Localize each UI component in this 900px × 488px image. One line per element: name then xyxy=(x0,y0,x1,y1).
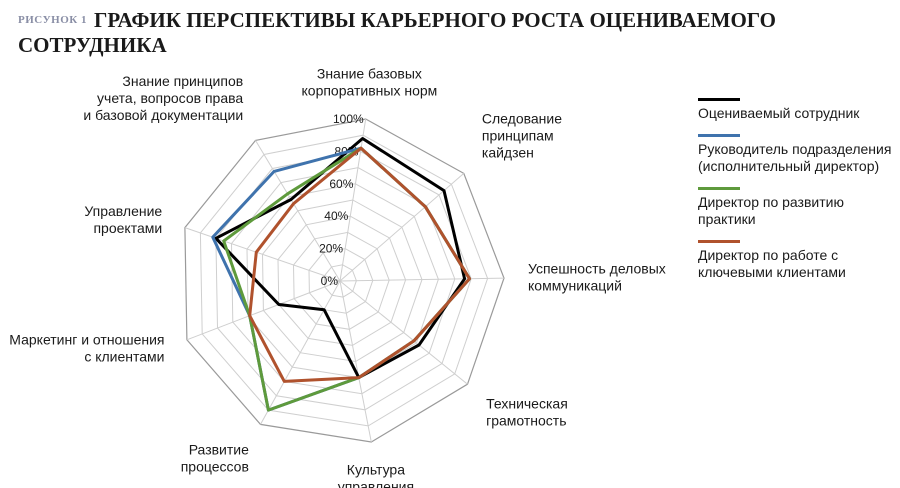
grid-spoke xyxy=(255,140,341,282)
axis-label-line: грамотность xyxy=(486,412,566,428)
grid-spoke xyxy=(260,280,341,425)
radar-series xyxy=(211,137,471,412)
axis-labels: Знание базовых корпоративных норм Следован… xyxy=(9,65,666,488)
tick-label: 40% xyxy=(324,209,348,223)
axis-label-line: процессов xyxy=(181,458,249,474)
legend-label: Директор по работе с ключевыми клиентами xyxy=(698,247,846,280)
axis-label: Успешность деловых коммуникаций xyxy=(528,261,666,294)
grid-spoke xyxy=(186,280,341,341)
grid-spoke xyxy=(339,173,465,282)
tick-label: 60% xyxy=(329,177,353,191)
legend-item: Директор по работе с ключевыми клиентами xyxy=(698,240,898,281)
axis-label: Развитие процессов xyxy=(181,441,249,474)
axis-label: Техническая грамотность xyxy=(486,395,568,428)
axis-label-line: коммуникаций xyxy=(528,278,622,294)
legend-label: Директор по развитию практики xyxy=(698,194,844,227)
grid-ring xyxy=(323,264,357,298)
tick-label: 100% xyxy=(333,112,364,126)
tick-label: 20% xyxy=(319,242,343,256)
legend-swatch xyxy=(698,98,740,101)
axis-label-line: кайдзен xyxy=(482,145,534,161)
chart-legend: Оцениваемый сотрудник Руководитель подраз… xyxy=(698,98,898,293)
grid-spoke xyxy=(339,280,468,385)
legend-swatch xyxy=(698,240,740,243)
axis-label: Культура управления xyxy=(338,462,414,488)
legend-label: Оцениваемый сотрудник xyxy=(698,105,860,121)
legend-item: Оцениваемый сотрудник xyxy=(698,98,898,122)
axis-label-line: Следование xyxy=(482,111,562,127)
axis-label-line: учета, вопросов права xyxy=(97,90,243,106)
axis-label-line: Маркетинг и отношения xyxy=(9,331,164,347)
axis-label-line: Культура xyxy=(347,462,405,478)
grid-ring xyxy=(308,248,374,314)
axis-label-line: Знание принципов xyxy=(122,73,243,89)
axis-label-line: Развитие xyxy=(189,441,249,457)
legend-item: Директор по развитию практики xyxy=(698,187,898,228)
axis-label: Управление проектами xyxy=(84,203,162,236)
axis-label-line: Управление xyxy=(84,203,162,219)
axis-label-line: управления xyxy=(338,479,414,488)
axis-label-line: корпоративных норм xyxy=(302,82,438,98)
axis-label-line: Знание базовых xyxy=(317,65,422,81)
axis-label: Маркетинг и отношения с клиентами xyxy=(9,331,164,364)
radar-grid xyxy=(184,118,505,443)
axis-label: Следование принципам кайдзен xyxy=(482,111,562,161)
axis-label-line: с клиентами xyxy=(84,348,164,364)
legend-swatch xyxy=(698,187,740,190)
legend-item: Руководитель подразделения (исполнительн… xyxy=(698,134,898,175)
axis-label-line: и базовой документации xyxy=(83,107,243,123)
radar-chart: 0%20%40%60%80%100% Знание базовых корпора… xyxy=(9,65,666,488)
radial-tick-labels: 0%20%40%60%80%100% xyxy=(319,112,364,288)
axis-label-line: Техническая xyxy=(486,395,568,411)
grid-spoke xyxy=(184,227,341,282)
grid-spoke xyxy=(339,280,372,443)
axis-label: Знание базовых корпоративных норм xyxy=(302,65,438,98)
grid-ring xyxy=(199,134,489,427)
series-line xyxy=(214,137,467,380)
axis-label-line: проектами xyxy=(93,220,162,236)
legend-swatch xyxy=(698,134,740,137)
axis-label-line: Успешность деловых xyxy=(528,261,666,277)
legend-label: Руководитель подразделения (исполнительн… xyxy=(698,141,892,174)
grid-ring xyxy=(261,199,423,363)
axis-label: Знание принципов учета, вопросов права и б… xyxy=(83,73,243,123)
grid-ring xyxy=(246,183,439,379)
series-line xyxy=(248,146,471,383)
tick-label: 0% xyxy=(321,274,339,288)
grid-ring xyxy=(184,118,505,443)
axis-label-line: принципам xyxy=(482,128,554,144)
grid-ring xyxy=(230,167,456,395)
grid-ring xyxy=(277,215,407,346)
grid-spoke xyxy=(339,277,505,282)
figure-tag: РИСУНОК 1 xyxy=(18,14,87,26)
grid-spoke xyxy=(339,118,367,282)
chart-title: ГРАФИК ПЕРСПЕКТИВЫ КАРЬЕРНОГО РОСТА ОЦЕН… xyxy=(18,8,776,57)
